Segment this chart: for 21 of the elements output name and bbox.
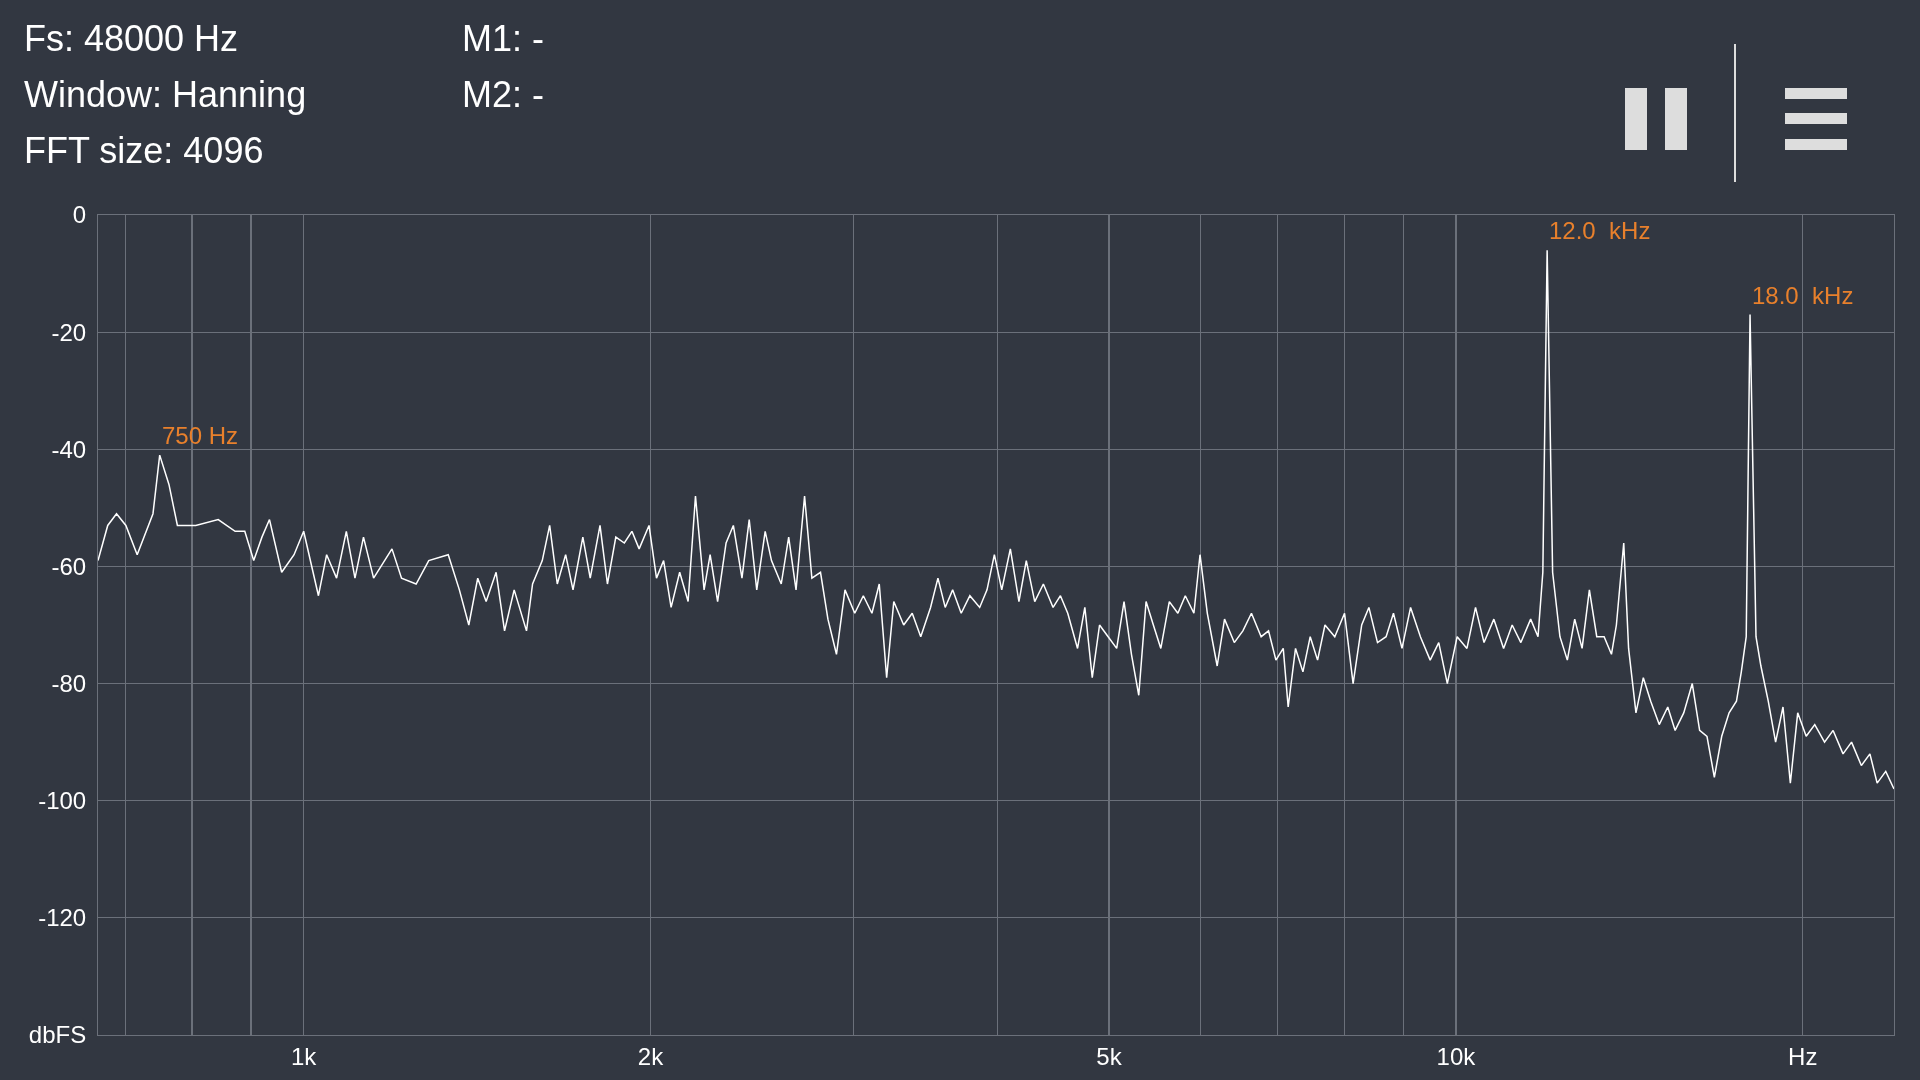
- y-tick-label: -60: [51, 552, 87, 580]
- y-tick-label: -120: [38, 904, 87, 932]
- x-tick-label: Hz: [1788, 1042, 1818, 1070]
- y-tick-label: -80: [51, 669, 87, 697]
- x-tick-label: 1k: [290, 1042, 318, 1070]
- y-tick-label: dbFS: [28, 1021, 87, 1049]
- x-tick-label: 2k: [637, 1042, 665, 1070]
- x-tick-label: 5k: [1096, 1042, 1123, 1070]
- y-tick-label: -100: [38, 787, 87, 815]
- y-tick-label: 0: [72, 201, 87, 229]
- x-tick-label: 10k: [1436, 1042, 1477, 1070]
- y-tick-label: -20: [51, 318, 87, 346]
- text: Fs: 48000 Hz: [24, 18, 239, 60]
- annotation: 750 Hz: [162, 422, 239, 449]
- text: M1: -: [462, 18, 545, 60]
- text: Window: Hanning: [24, 74, 307, 116]
- annotation: 12.0 kHz: [1549, 217, 1651, 244]
- text: M2: -: [462, 74, 545, 116]
- y-tick-label: -40: [51, 435, 87, 463]
- annotation: 18.0 kHz: [1752, 282, 1854, 309]
- text: FFT size: 4096: [24, 130, 264, 172]
